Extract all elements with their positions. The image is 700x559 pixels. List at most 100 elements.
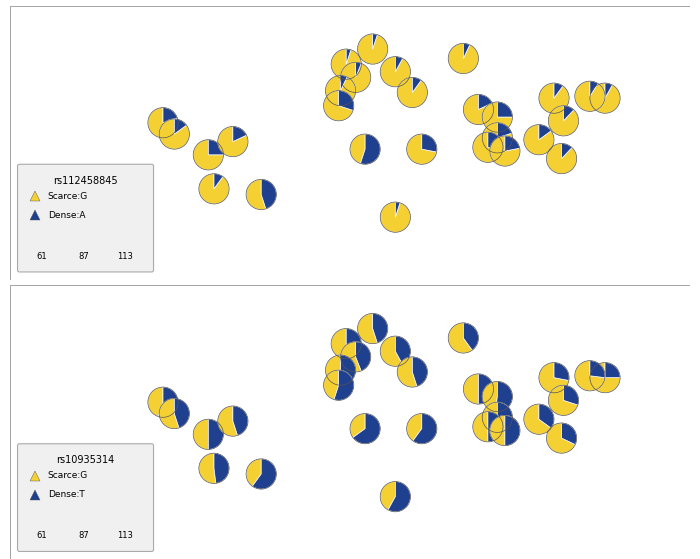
Wedge shape [331, 329, 354, 359]
Wedge shape [395, 202, 400, 217]
Wedge shape [497, 102, 512, 117]
Wedge shape [539, 363, 569, 393]
Wedge shape [341, 355, 356, 384]
Wedge shape [341, 75, 347, 91]
Wedge shape [111, 506, 125, 536]
Wedge shape [125, 506, 140, 536]
Wedge shape [246, 459, 261, 486]
Wedge shape [590, 361, 605, 378]
Wedge shape [448, 323, 472, 353]
Wedge shape [412, 77, 421, 92]
Wedge shape [564, 385, 579, 405]
Wedge shape [539, 404, 554, 428]
Wedge shape [505, 415, 520, 446]
Wedge shape [209, 140, 223, 155]
Text: 113: 113 [118, 252, 133, 260]
Wedge shape [473, 132, 503, 162]
Text: Dense:T: Dense:T [48, 490, 85, 499]
Wedge shape [193, 419, 209, 449]
Text: 61: 61 [37, 531, 48, 540]
Wedge shape [83, 508, 97, 534]
Wedge shape [413, 414, 437, 444]
Wedge shape [490, 415, 505, 446]
Wedge shape [159, 399, 179, 429]
Wedge shape [71, 229, 83, 254]
Wedge shape [111, 227, 125, 257]
Wedge shape [350, 414, 365, 438]
Wedge shape [482, 402, 497, 432]
Wedge shape [174, 399, 190, 428]
Wedge shape [388, 481, 410, 512]
Wedge shape [341, 62, 371, 92]
FancyBboxPatch shape [18, 164, 153, 272]
Wedge shape [605, 363, 620, 378]
Wedge shape [407, 414, 422, 441]
Wedge shape [341, 342, 361, 372]
Wedge shape [564, 106, 574, 121]
Wedge shape [261, 179, 277, 209]
Wedge shape [246, 179, 266, 210]
Wedge shape [497, 123, 512, 138]
Wedge shape [214, 174, 223, 189]
Wedge shape [71, 508, 83, 534]
Wedge shape [490, 136, 520, 166]
Wedge shape [397, 77, 428, 107]
FancyBboxPatch shape [18, 444, 153, 551]
Wedge shape [590, 81, 598, 96]
Wedge shape [148, 107, 178, 138]
Text: 87: 87 [78, 252, 89, 260]
Wedge shape [193, 140, 223, 170]
Wedge shape [163, 107, 177, 123]
Wedge shape [174, 119, 186, 134]
Wedge shape [159, 119, 190, 149]
Wedge shape [32, 231, 42, 253]
Wedge shape [548, 106, 579, 136]
Wedge shape [380, 56, 410, 87]
Wedge shape [590, 83, 620, 113]
Wedge shape [554, 363, 569, 381]
Wedge shape [505, 136, 519, 151]
Wedge shape [356, 342, 371, 371]
Wedge shape [539, 83, 569, 113]
Wedge shape [395, 336, 410, 364]
Wedge shape [218, 406, 237, 436]
Wedge shape [380, 336, 402, 366]
Wedge shape [233, 126, 246, 141]
Wedge shape [575, 361, 605, 391]
Wedge shape [463, 374, 479, 404]
Wedge shape [218, 126, 248, 157]
Text: 87: 87 [78, 531, 89, 540]
Wedge shape [488, 411, 503, 442]
Text: Scarce:G: Scarce:G [48, 471, 88, 480]
Wedge shape [479, 374, 493, 404]
Wedge shape [463, 94, 494, 125]
Wedge shape [339, 91, 354, 110]
Wedge shape [412, 357, 428, 386]
Wedge shape [590, 363, 620, 393]
Wedge shape [323, 370, 339, 400]
Wedge shape [539, 125, 551, 140]
Wedge shape [605, 83, 612, 98]
Wedge shape [493, 402, 512, 433]
Wedge shape [360, 134, 380, 164]
Wedge shape [42, 510, 52, 532]
Wedge shape [158, 387, 178, 418]
Wedge shape [448, 44, 479, 74]
Wedge shape [32, 510, 42, 532]
Wedge shape [397, 357, 417, 387]
Text: Scarce:G: Scarce:G [48, 192, 88, 201]
Wedge shape [496, 381, 512, 411]
Wedge shape [524, 125, 554, 155]
Wedge shape [547, 144, 577, 174]
Wedge shape [463, 44, 470, 59]
Wedge shape [488, 132, 503, 150]
Wedge shape [334, 370, 354, 400]
Wedge shape [479, 94, 492, 110]
Wedge shape [323, 91, 353, 121]
Wedge shape [252, 459, 276, 489]
Wedge shape [353, 414, 380, 444]
Wedge shape [358, 34, 388, 64]
Wedge shape [380, 481, 395, 510]
Wedge shape [326, 75, 356, 106]
Wedge shape [482, 102, 512, 132]
